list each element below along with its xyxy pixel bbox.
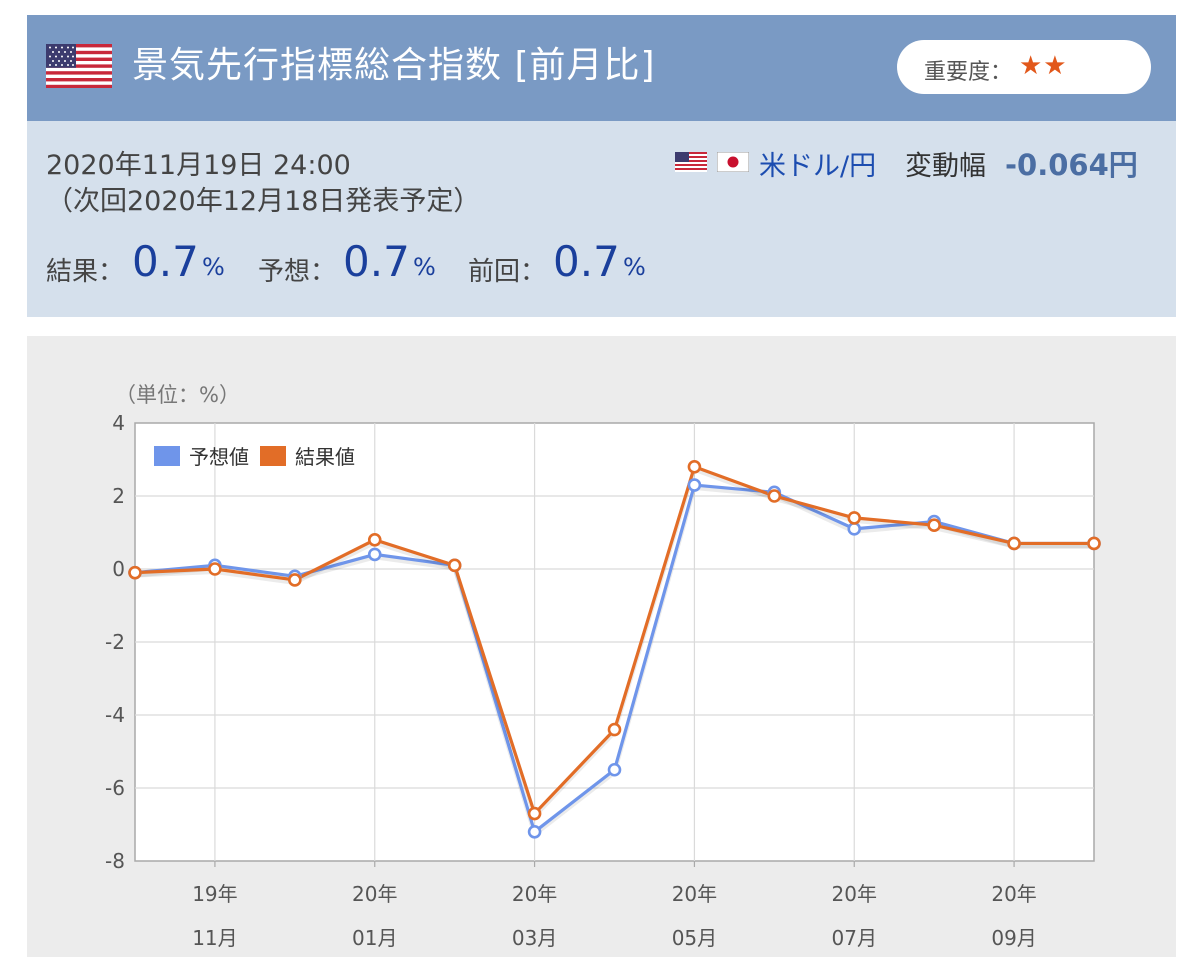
forecast-label: 予想： (258, 257, 337, 287)
data-point-result (1087, 536, 1101, 551)
indicator-title: 景気先行指標総合指数 [前月比] (132, 45, 656, 86)
us-flag-icon (675, 152, 707, 172)
data-point-forecast (607, 762, 622, 777)
data-point-result (607, 722, 622, 737)
x-tick-year: 20年 (832, 882, 877, 906)
x-tick-year: 20年 (352, 882, 397, 906)
x-tick-year: 20年 (672, 882, 717, 906)
x-tick-month: 07月 (832, 926, 877, 950)
data-point-result (927, 518, 941, 532)
forecast-unit: % (413, 253, 436, 281)
release-info: 2020年11月19日 24:00 （次回2020年12月18日発表予定） 米ド… (27, 121, 1176, 317)
data-point-forecast (527, 824, 542, 839)
x-tick-month: 05月 (672, 926, 717, 950)
data-point-result (527, 806, 542, 821)
data-point-result (687, 460, 702, 474)
data-point-result (847, 511, 862, 525)
indicator-header: 景気先行指標総合指数 [前月比] 重要度： ★★ (27, 15, 1176, 121)
legend-swatch-forecast (152, 444, 182, 468)
y-tick-label: 4 (112, 411, 125, 435)
data-point-forecast (367, 547, 382, 562)
release-date: 2020年11月19日 24:00 (46, 150, 351, 181)
data-point-result (367, 533, 382, 547)
result-value: 0.7 (132, 237, 199, 286)
y-tick-label: -2 (105, 630, 125, 654)
data-point-result (767, 489, 782, 503)
unit-label: （単位：%） (115, 383, 240, 407)
previous-value: 0.7 (553, 237, 620, 286)
us-flag-icon (46, 44, 112, 88)
chart-panel: 4 2 0 -2 -4 -6 -8 19年 11月 20年 01月 20年 03月 20年 05月 20年 07… (27, 336, 1176, 957)
x-tick-year: 19年 (192, 882, 237, 906)
x-tick-month: 11月 (192, 926, 237, 950)
legend-label-forecast: 予想値 (189, 445, 249, 469)
data-point-forecast (847, 522, 862, 536)
data-point-result (128, 565, 142, 580)
data-point-result (1007, 536, 1021, 551)
y-tick-label: 2 (112, 484, 125, 508)
legend-swatch-result (258, 444, 288, 468)
y-tick-label: 0 (112, 557, 125, 581)
importance-badge: 重要度： ★★ (897, 40, 1151, 94)
data-point-result (288, 573, 302, 587)
x-tick-month: 01月 (352, 926, 397, 950)
legend-label-result: 結果値 (295, 445, 355, 469)
change-value: -0.064円 (1005, 148, 1138, 182)
data-point-result (208, 562, 222, 576)
importance-stars: ★★ (1019, 51, 1068, 81)
result-unit: % (202, 253, 225, 281)
x-tick-month: 03月 (512, 926, 557, 950)
x-tick-year: 20年 (991, 882, 1036, 906)
x-tick-month: 09月 (991, 926, 1036, 950)
change-label: 変動幅 (905, 151, 986, 182)
forecast-value: 0.7 (343, 237, 410, 286)
y-tick-label: -6 (105, 776, 125, 800)
previous-unit: % (623, 253, 646, 281)
x-tick-year: 20年 (512, 882, 557, 906)
y-tick-label: -4 (105, 703, 125, 727)
data-point-forecast (687, 478, 702, 492)
result-label: 結果： (46, 257, 125, 287)
data-point-result (447, 558, 462, 573)
previous-label: 前回： (468, 257, 547, 287)
jp-flag-icon (717, 152, 749, 172)
importance-label: 重要度： (924, 60, 1013, 85)
next-release: （次回2020年12月18日発表予定） (46, 186, 481, 217)
y-tick-label: -8 (105, 849, 125, 873)
pair-name[interactable]: 米ドル/円 (759, 151, 877, 182)
line-chart: 4 2 0 -2 -4 -6 -8 19年 11月 20年 01月 20年 03月 20年 05月 20年 07… (105, 383, 1101, 950)
